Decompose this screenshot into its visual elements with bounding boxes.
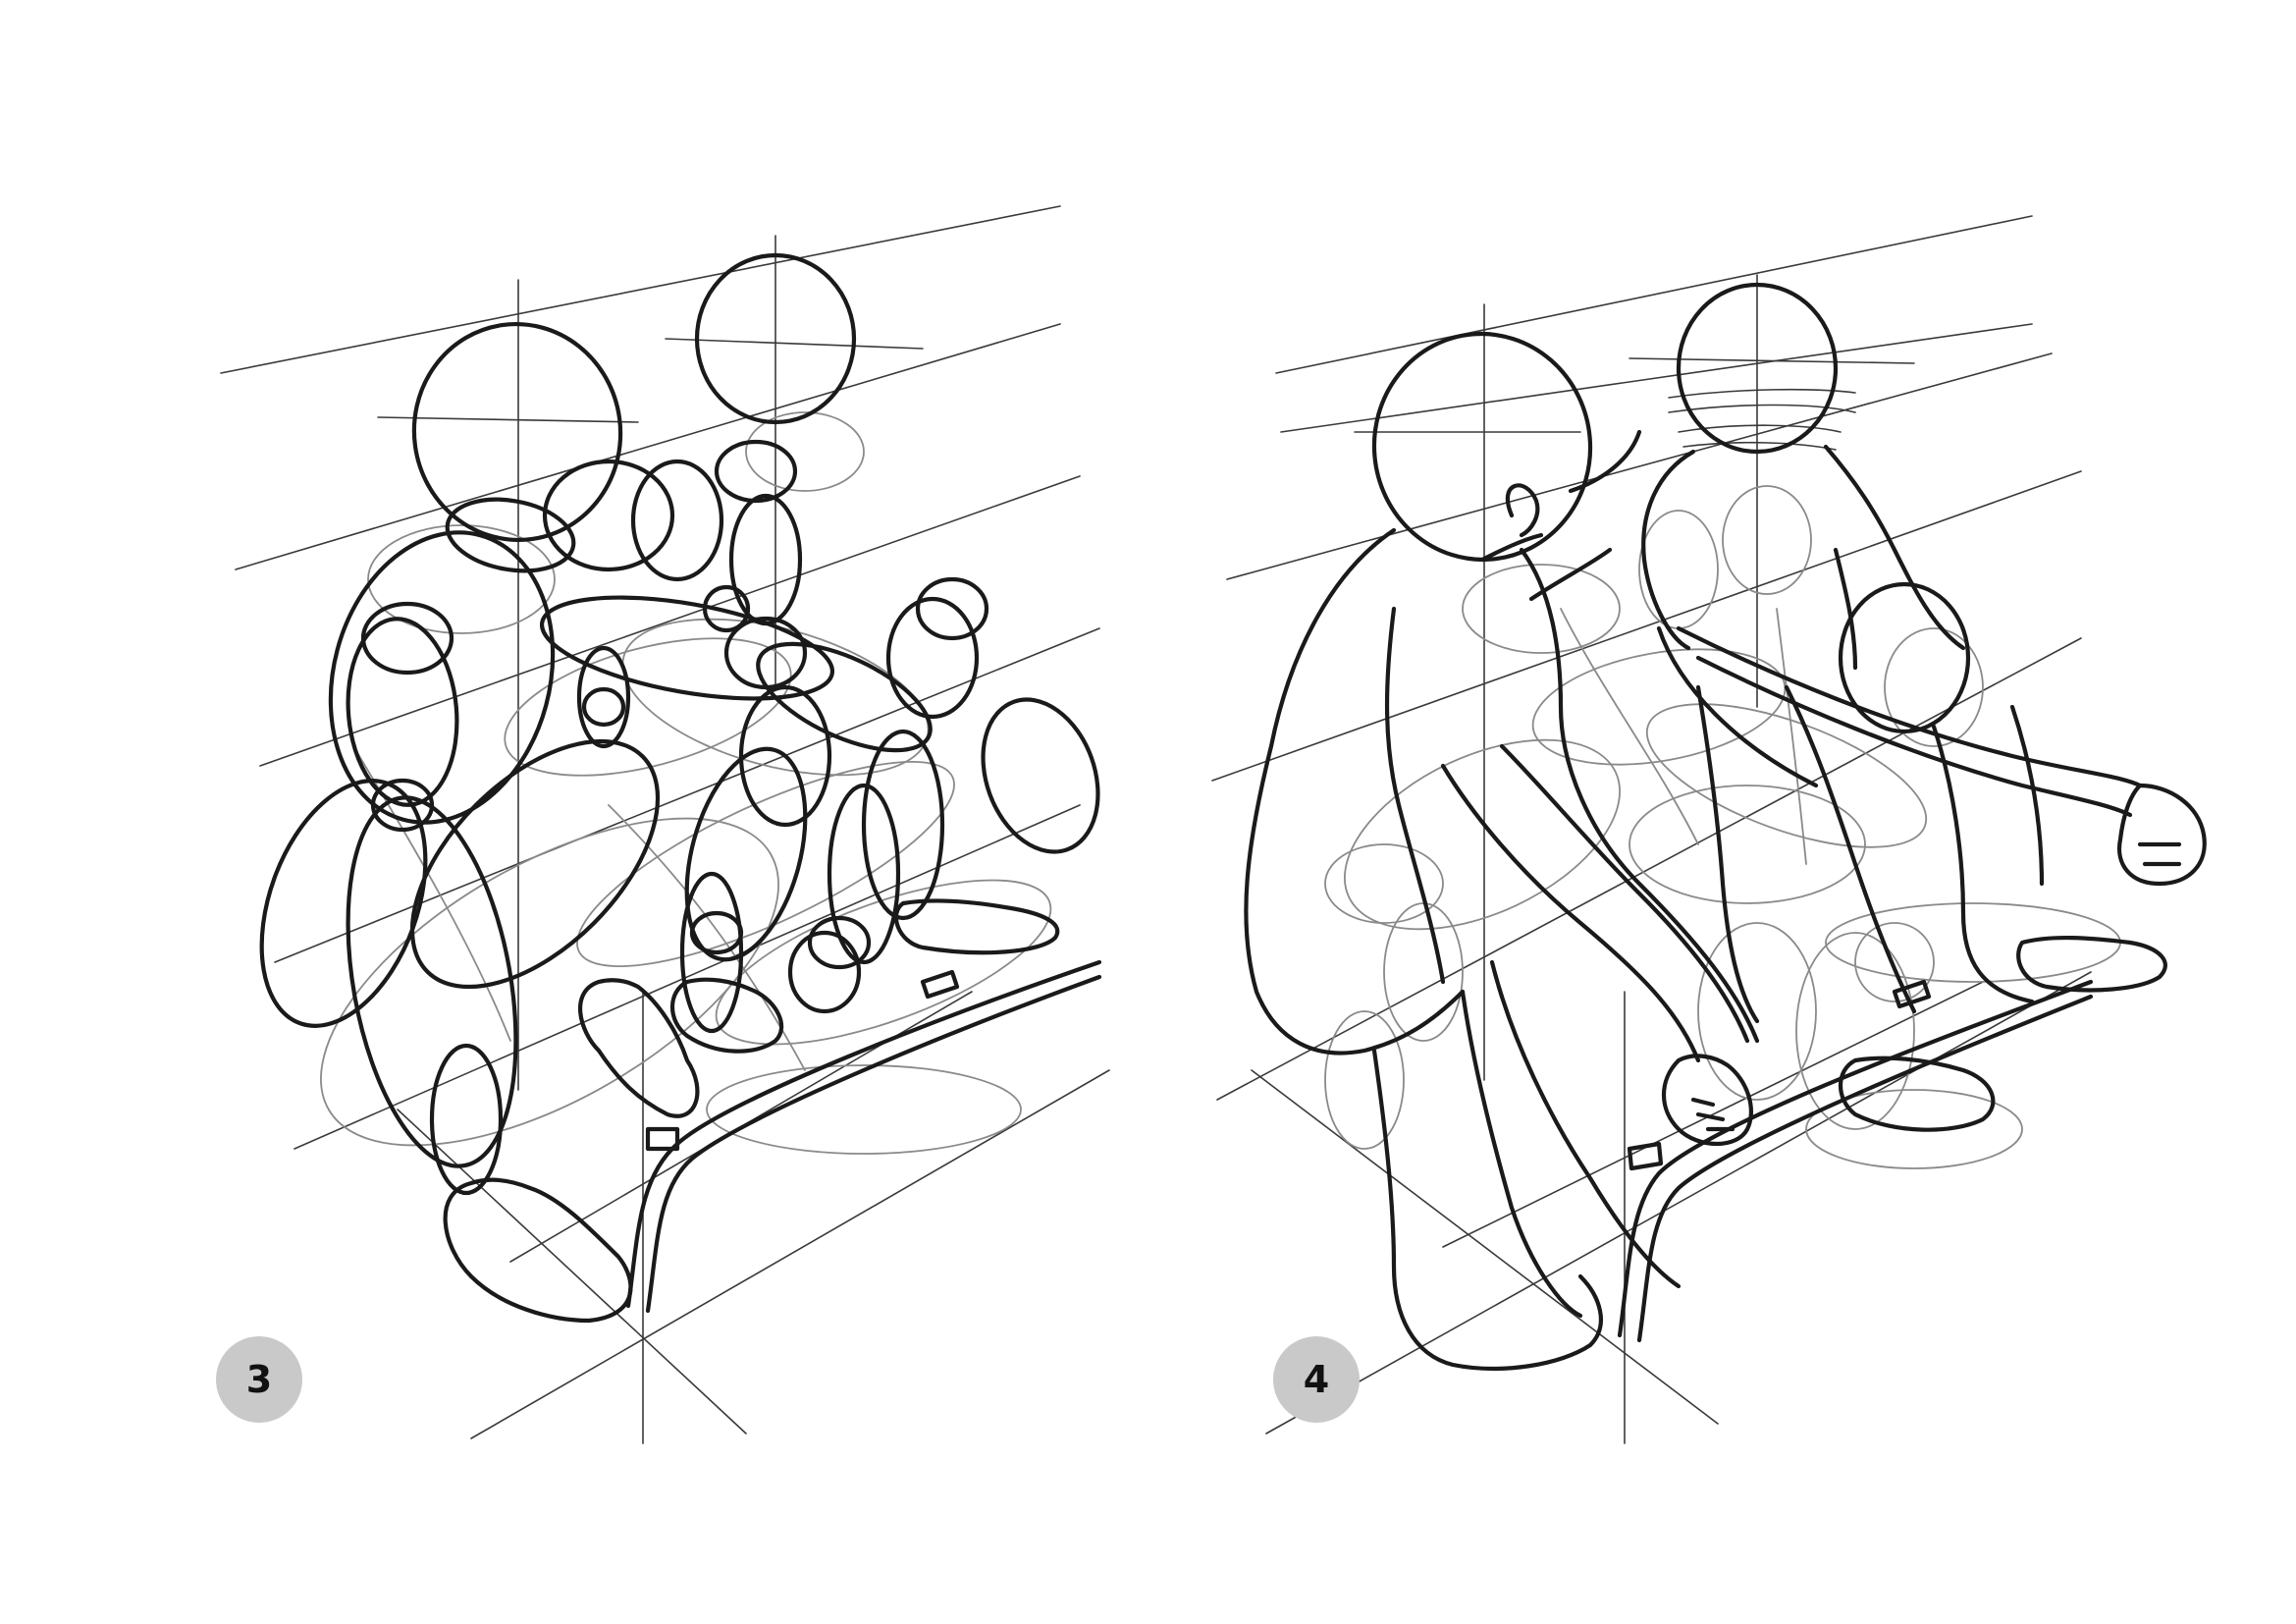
step-4-number: 4	[1303, 1358, 1330, 1401]
step-4-badge: 4	[1273, 1336, 1360, 1423]
perspective-guides	[1211, 215, 2092, 1444]
step-3-drawing	[220, 205, 1110, 1444]
step-3-badge: 3	[216, 1336, 302, 1423]
perspective-guides	[220, 205, 1110, 1444]
step-3-number: 3	[245, 1358, 273, 1401]
step-3-panel: 3	[216, 205, 1110, 1444]
step-4-drawing	[1211, 215, 2207, 1444]
step-4-panel: 4	[1148, 0, 2296, 1624]
